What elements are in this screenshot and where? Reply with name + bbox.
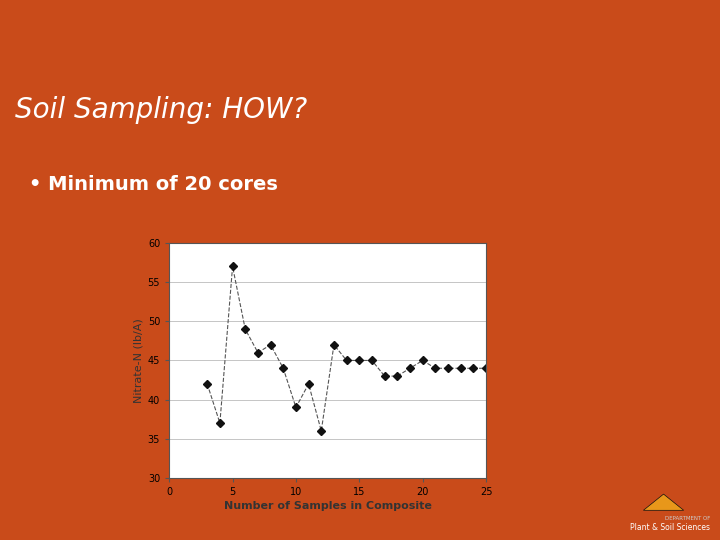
Y-axis label: Nitrate-N (lb/A): Nitrate-N (lb/A) [133, 318, 143, 403]
Text: • Minimum of 20 cores: • Minimum of 20 cores [29, 176, 278, 194]
Text: DEPARTMENT OF: DEPARTMENT OF [665, 516, 710, 521]
Polygon shape [644, 494, 684, 510]
X-axis label: Number of Samples in Composite: Number of Samples in Composite [224, 501, 431, 511]
Text: Plant & Soil Sciences: Plant & Soil Sciences [630, 523, 710, 532]
Text: Soil Sampling: HOW?: Soil Sampling: HOW? [15, 96, 307, 124]
